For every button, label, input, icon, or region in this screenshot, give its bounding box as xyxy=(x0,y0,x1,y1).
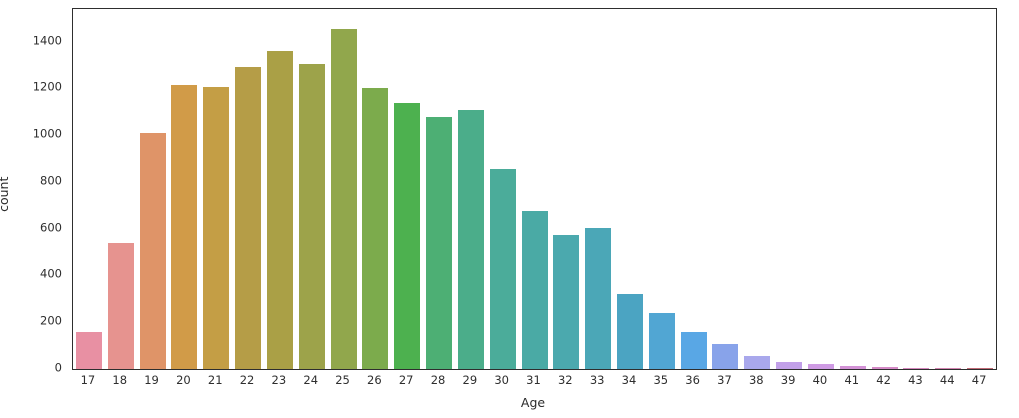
y-tick-label-1200: 1200 xyxy=(32,79,62,94)
bar-age-33 xyxy=(585,227,612,369)
x-axis-label: Age xyxy=(520,395,546,410)
x-tick-label-42: 42 xyxy=(876,373,891,387)
bar-age-40 xyxy=(807,363,834,369)
bar-age-47 xyxy=(967,368,994,369)
x-tick-label-34: 34 xyxy=(621,373,637,387)
bar-age-39 xyxy=(776,362,803,369)
bar-age-26 xyxy=(362,88,389,369)
x-tick-label-37: 37 xyxy=(717,373,732,387)
x-tick-label-19: 19 xyxy=(144,373,159,387)
x-tick-label-38: 38 xyxy=(748,373,764,387)
y-tick-label-600: 600 xyxy=(40,219,62,234)
x-tick-label-30: 30 xyxy=(494,373,509,387)
x-tick-label-40: 40 xyxy=(812,373,828,387)
x-tick-label-32: 32 xyxy=(557,373,573,387)
x-tick-label-23: 23 xyxy=(271,373,287,387)
x-tick-label-21: 21 xyxy=(207,373,223,387)
x-tick-label-22: 22 xyxy=(239,373,255,387)
bar-age-41 xyxy=(839,366,866,369)
bar-age-20 xyxy=(171,84,198,369)
x-tick-label-26: 26 xyxy=(367,373,382,387)
x-tick-label-35: 35 xyxy=(653,373,669,387)
bar-age-18 xyxy=(107,242,134,369)
x-tick-label-33: 33 xyxy=(589,373,605,387)
x-tick-label-47: 47 xyxy=(971,373,987,387)
bar-age-31 xyxy=(521,211,548,369)
bar-age-44 xyxy=(935,367,962,369)
bar-age-29 xyxy=(457,109,484,369)
y-tick-label-800: 800 xyxy=(40,173,62,188)
x-tick-label-36: 36 xyxy=(685,373,700,387)
x-tick-label-18: 18 xyxy=(112,373,128,387)
y-tick-label-200: 200 xyxy=(40,313,62,328)
y-tick-label-0: 0 xyxy=(54,360,62,375)
bar-age-38 xyxy=(744,356,771,369)
x-tick-label-43: 43 xyxy=(908,373,923,387)
y-tick-label-1400: 1400 xyxy=(32,32,62,47)
bar-age-30 xyxy=(489,169,516,369)
y-tick-label-1000: 1000 xyxy=(32,126,62,141)
x-tick-label-41: 41 xyxy=(844,373,860,387)
bar-age-21 xyxy=(203,87,230,369)
bar-age-17 xyxy=(75,331,102,369)
y-tick-label-400: 400 xyxy=(40,266,62,281)
y-axis-label: count xyxy=(0,176,11,212)
x-tick-label-17: 17 xyxy=(80,373,96,387)
bar-age-36 xyxy=(680,331,707,369)
x-tick-label-39: 39 xyxy=(780,373,796,387)
x-tick-label-24: 24 xyxy=(303,373,319,387)
x-tick-label-25: 25 xyxy=(335,373,350,387)
bar-age-27 xyxy=(394,102,421,369)
bar-age-43 xyxy=(903,367,930,369)
bar-age-23 xyxy=(266,51,293,369)
bar-age-35 xyxy=(648,312,675,369)
x-tick-label-27: 27 xyxy=(398,373,414,387)
bar-age-19 xyxy=(139,132,166,369)
bar-age-22 xyxy=(235,67,262,369)
x-tick-label-29: 29 xyxy=(462,373,478,387)
bar-age-37 xyxy=(712,344,739,369)
x-tick-label-31: 31 xyxy=(526,373,541,387)
plot-area xyxy=(72,8,997,370)
bar-age-42 xyxy=(871,367,898,369)
x-tick-label-28: 28 xyxy=(430,373,446,387)
x-tick-label-44: 44 xyxy=(939,373,955,387)
x-tick-label-20: 20 xyxy=(176,373,191,387)
bar-age-28 xyxy=(426,116,453,369)
bar-age-24 xyxy=(298,63,325,369)
bar-age-32 xyxy=(553,234,580,369)
bar-age-34 xyxy=(616,294,643,369)
bar-age-25 xyxy=(330,28,357,369)
